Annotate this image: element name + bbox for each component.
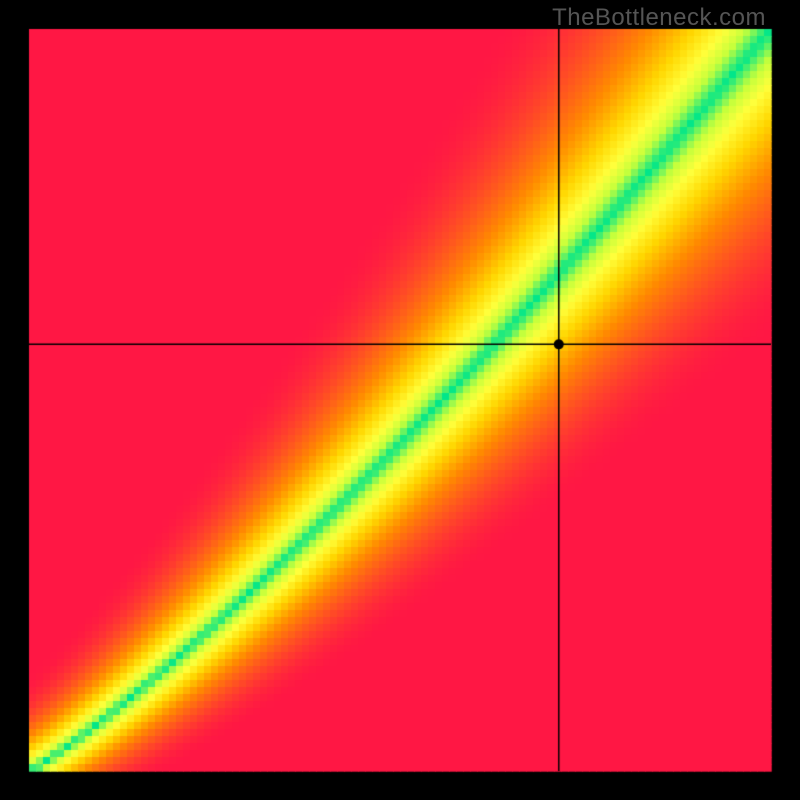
watermark-text: TheBottleneck.com xyxy=(552,4,766,32)
bottleneck-heatmap xyxy=(0,0,800,800)
